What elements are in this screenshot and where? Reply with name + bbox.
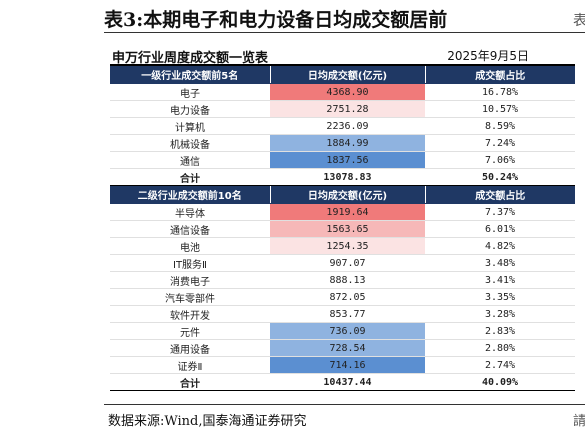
source-divider: [104, 404, 585, 405]
daily-turnover-value: 907.07: [270, 254, 425, 272]
turnover-table: 一级行业成交额前5名 日均成交额(亿元) 成交额占比 电子 4368.90 16.78% 电…: [110, 66, 575, 391]
page-title: 表3:本期电子和电力设备日均成交额居前: [104, 9, 448, 31]
daily-turnover-value: 714.16: [270, 356, 425, 374]
daily-turnover-value: 888.13: [270, 271, 425, 289]
daily-turnover-value: 1837.56: [270, 151, 425, 169]
table-row: 电子 4368.90 16.78%: [110, 83, 575, 101]
total-turnover-value: 13078.83: [270, 168, 425, 186]
column-header: 日均成交额(亿元): [270, 66, 426, 84]
turnover-share: 2.74%: [425, 356, 575, 374]
daily-turnover-value: 728.54: [270, 339, 425, 357]
industry-name: 汽车零部件: [110, 288, 270, 306]
industry-name: 软件开发: [110, 305, 270, 323]
title-divider: [104, 32, 585, 33]
column-header: 成交额占比: [425, 66, 575, 84]
total-label: 合计: [110, 168, 270, 186]
total-label: 合计: [110, 373, 270, 391]
daily-turnover-value: 1884.99: [270, 134, 425, 152]
industry-name: 机械设备: [110, 134, 270, 152]
column-header: 成交额占比: [425, 185, 575, 204]
turnover-share: 3.41%: [425, 271, 575, 289]
table-row: 机械设备 1884.99 7.24%: [110, 134, 575, 152]
total-turnover-share: 40.09%: [425, 373, 575, 391]
industry-name: 计算机: [110, 117, 270, 135]
industry-name: 证券Ⅱ: [110, 356, 270, 374]
turnover-share: 7.24%: [425, 134, 575, 152]
turnover-share: 3.48%: [425, 254, 575, 272]
daily-turnover-value: 4368.90: [270, 83, 425, 101]
table-row: 电池 1254.35 4.82%: [110, 237, 575, 255]
cropped-edge-text: 表: [573, 13, 585, 29]
daily-turnover-value: 1919.64: [270, 203, 425, 221]
industry-name: 通信: [110, 151, 270, 169]
industry-name: 电池: [110, 237, 270, 255]
table-row: 计算机 2236.09 8.59%: [110, 117, 575, 135]
industry-name: 消费电子: [110, 271, 270, 289]
turnover-share: 8.59%: [425, 117, 575, 135]
source-note: 数据来源:Wind,国泰海通证券研究: [108, 414, 307, 429]
turnover-share: 7.37%: [425, 203, 575, 221]
turnover-share: 3.28%: [425, 305, 575, 323]
turnover-table-container: 申万行业周度成交额一览表 2025年9月5日 一级行业成交额前5名 日均成交额(亿…: [110, 44, 575, 391]
turnover-share: 2.83%: [425, 322, 575, 340]
table-date: 2025年9月5日: [447, 49, 529, 63]
daily-turnover-value: 736.09: [270, 322, 425, 340]
turnover-share: 6.01%: [425, 220, 575, 238]
table-row: 元件 736.09 2.83%: [110, 322, 575, 340]
cropped-edge-text-bottom: 請: [573, 414, 585, 429]
turnover-share: 2.80%: [425, 339, 575, 357]
table-row: 汽车零部件 872.05 3.35%: [110, 288, 575, 306]
turnover-share: 4.82%: [425, 237, 575, 255]
table-top-rule: [110, 64, 575, 66]
turnover-table-body: 一级行业成交额前5名 日均成交额(亿元) 成交额占比 电子 4368.90 16.78% 电…: [110, 66, 575, 391]
column-header: 一级行业成交额前5名: [110, 66, 271, 84]
column-header: 二级行业成交额前10名: [110, 185, 271, 204]
table-row: 软件开发 853.77 3.28%: [110, 305, 575, 323]
title-row: 表3:本期电子和电力设备日均成交额居前 表: [0, 0, 585, 40]
industry-name: 元件: [110, 322, 270, 340]
table-row: 半导体 1919.64 7.37%: [110, 203, 575, 221]
industry-name: 通信设备: [110, 220, 270, 238]
industry-name: 电力设备: [110, 100, 270, 118]
industry-name: 半导体: [110, 203, 270, 221]
table-row: 证券Ⅱ 714.16 2.74%: [110, 356, 575, 374]
daily-turnover-value: 2236.09: [270, 117, 425, 135]
table-row: 通用设备 728.54 2.80%: [110, 339, 575, 357]
total-row: 合计 10437.44 40.09%: [110, 373, 575, 391]
table-row: 通信设备 1563.65 6.01%: [110, 220, 575, 238]
daily-turnover-value: 872.05: [270, 288, 425, 306]
table-row: IT服务Ⅱ 907.07 3.48%: [110, 254, 575, 272]
industry-name: 电子: [110, 83, 270, 101]
total-turnover-share: 50.24%: [425, 168, 575, 186]
column-header: 日均成交额(亿元): [270, 185, 426, 204]
table-subtitle: 申万行业周度成交额一览表: [112, 51, 269, 66]
source-row: 数据来源:Wind,国泰海通证券研究 請: [104, 404, 585, 429]
table-row: 电力设备 2751.28 10.57%: [110, 100, 575, 118]
daily-turnover-value: 1254.35: [270, 237, 425, 255]
daily-turnover-value: 853.77: [270, 305, 425, 323]
table-row: 消费电子 888.13 3.41%: [110, 271, 575, 289]
total-row: 合计 13078.83 50.24%: [110, 168, 575, 186]
daily-turnover-value: 2751.28: [270, 100, 425, 118]
turnover-share: 3.35%: [425, 288, 575, 306]
daily-turnover-value: 1563.65: [270, 220, 425, 238]
industry-name: 通用设备: [110, 339, 270, 357]
turnover-share: 10.57%: [425, 100, 575, 118]
table-header-row: 一级行业成交额前5名 日均成交额(亿元) 成交额占比: [110, 66, 575, 84]
table-subheader: 申万行业周度成交额一览表 2025年9月5日: [110, 44, 575, 66]
industry-name: IT服务Ⅱ: [110, 254, 270, 272]
turnover-share: 16.78%: [425, 83, 575, 101]
table-row: 通信 1837.56 7.06%: [110, 151, 575, 169]
table-header-row: 二级行业成交额前10名 日均成交额(亿元) 成交额占比: [110, 185, 575, 204]
total-turnover-value: 10437.44: [270, 373, 425, 391]
turnover-share: 7.06%: [425, 151, 575, 169]
